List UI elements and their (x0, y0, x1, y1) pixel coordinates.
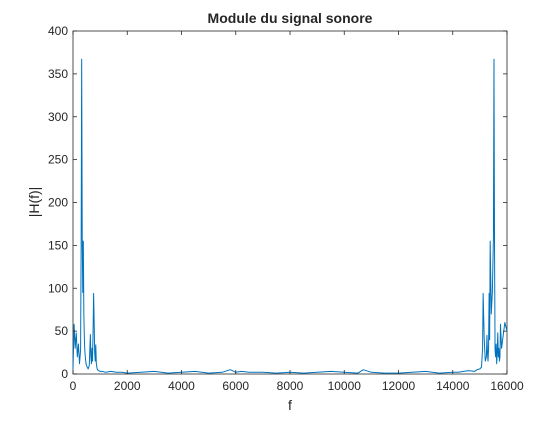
x-axis-label: f (288, 397, 292, 413)
tick-layer: 0 2000 4000 6000 8000 10000 12000 14000 16000 0 50… (48, 24, 524, 393)
x-tick-label: 8000 (277, 379, 304, 393)
series-line (72, 58, 508, 374)
x-tick-label: 10000 (328, 379, 362, 393)
y-tick-label: 400 (48, 24, 68, 38)
x-tick-label: 6000 (222, 379, 249, 393)
chart-title: Module du signal sonore (208, 10, 373, 26)
y-tick-label: 150 (48, 238, 68, 252)
x-tick-label: 16000 (490, 379, 524, 393)
x-tick-label: 4000 (168, 379, 195, 393)
y-tick-label: 300 (48, 110, 68, 124)
x-tick-label: 2000 (114, 379, 141, 393)
y-tick-label: 100 (48, 281, 68, 295)
y-tick-label: 350 (48, 67, 68, 81)
x-tick-label: 14000 (436, 379, 470, 393)
y-tick-label: 50 (55, 324, 69, 338)
x-tick-label: 12000 (382, 379, 416, 393)
y-tick-label: 200 (48, 196, 68, 210)
data-layer (72, 58, 508, 374)
plot-area (72, 30, 508, 375)
y-tick-label: 250 (48, 153, 68, 167)
x-tick-label: 0 (70, 379, 77, 393)
y-axis-label: |H(f)| (26, 187, 42, 218)
y-tick-label: 0 (61, 367, 68, 381)
